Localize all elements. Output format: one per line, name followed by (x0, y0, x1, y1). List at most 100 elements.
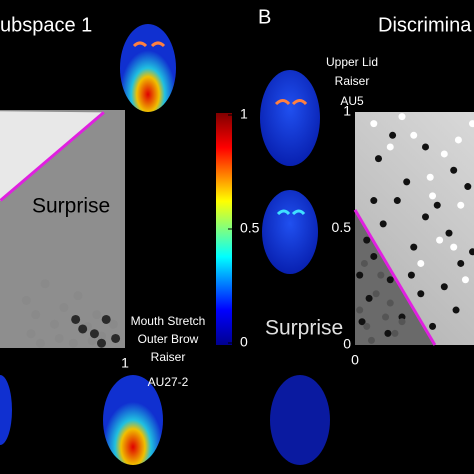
data-point (59, 303, 69, 313)
data-point (457, 259, 465, 267)
boundary-line (353, 209, 437, 346)
boundary-line (0, 111, 105, 202)
data-point (440, 283, 448, 291)
data-point (386, 143, 394, 151)
data-point (452, 306, 460, 314)
x-tick-label: 0 (351, 352, 359, 368)
region-label: Surprise (32, 195, 110, 218)
data-point (26, 329, 36, 339)
data-point (97, 331, 106, 341)
data-point (360, 259, 368, 267)
data-point (454, 136, 462, 144)
data-point (372, 290, 380, 298)
x-tick-label: 1 (121, 355, 129, 371)
data-point (379, 220, 387, 228)
data-point (356, 271, 364, 279)
au-label: AU5 (340, 94, 364, 108)
data-point (436, 236, 444, 244)
data-point (417, 259, 425, 267)
face (260, 70, 320, 166)
panel (0, 110, 125, 348)
data-point (382, 313, 390, 321)
data-point (92, 310, 102, 320)
panel (353, 112, 474, 346)
data-point (450, 243, 458, 251)
data-point (375, 155, 382, 163)
data-point (386, 276, 394, 284)
data-point (445, 229, 453, 237)
data-point (457, 201, 465, 209)
data-point (87, 336, 97, 346)
data-point (422, 143, 429, 151)
data-point (50, 319, 59, 329)
face (270, 375, 330, 465)
data-point (73, 291, 83, 301)
data-point (356, 306, 364, 314)
region-label: Surprise (265, 317, 343, 340)
data-point (363, 322, 371, 330)
data-point (433, 201, 441, 209)
colorbar-tick-label: 0.5 (240, 220, 260, 236)
data-point (68, 338, 78, 348)
data-point (370, 197, 378, 205)
data-point (417, 290, 425, 298)
panel-letter: B (258, 6, 271, 28)
face (262, 190, 318, 274)
data-point (35, 338, 45, 348)
colorbar (216, 113, 232, 345)
data-point (429, 192, 437, 200)
au-label: Upper Lid (326, 55, 378, 69)
data-point (410, 131, 418, 139)
data-point (422, 213, 429, 221)
data-point (111, 333, 121, 343)
data-point (461, 276, 469, 284)
face (0, 375, 12, 445)
au-label: Raiser (335, 74, 370, 88)
y-tick-label: 1 (343, 103, 351, 119)
data-point (71, 314, 81, 324)
data-point (358, 318, 366, 326)
y-tick-label: 0.5 (332, 219, 352, 235)
data-point (363, 236, 371, 244)
eye-highlights (132, 41, 308, 216)
data-point (410, 243, 418, 251)
data-point (54, 333, 64, 343)
panel-title: ubspace 1 (0, 14, 92, 36)
data-point (108, 319, 118, 329)
au-label: Outer Brow (138, 332, 199, 346)
data-point (407, 271, 415, 279)
data-point (426, 173, 434, 181)
data-point (389, 131, 397, 139)
data-point (97, 338, 106, 348)
data-point (367, 336, 375, 344)
data-point (393, 197, 401, 205)
data-point (78, 324, 88, 334)
data-point (469, 120, 474, 128)
face (103, 375, 163, 465)
data-point (398, 318, 406, 326)
au-label: Raiser (151, 350, 186, 364)
data-point (370, 252, 378, 260)
y-tick-label: 0 (343, 336, 351, 352)
data-point (40, 279, 50, 289)
data-point (370, 120, 378, 128)
data-point (21, 295, 31, 305)
data-point (31, 310, 41, 320)
data-point (365, 294, 373, 302)
au-label: AU27-2 (148, 375, 189, 389)
data-point (450, 166, 458, 174)
colorbar-tick-label: 1 (240, 106, 248, 122)
data-point (469, 248, 474, 256)
colorbar-tick-label: 0 (240, 334, 248, 350)
face (120, 24, 176, 112)
data-point (89, 329, 99, 339)
data-point (101, 314, 111, 324)
data-point (377, 271, 385, 279)
data-point (440, 150, 448, 158)
data-point (429, 322, 437, 330)
data-point (386, 299, 394, 307)
data-point (384, 329, 392, 337)
